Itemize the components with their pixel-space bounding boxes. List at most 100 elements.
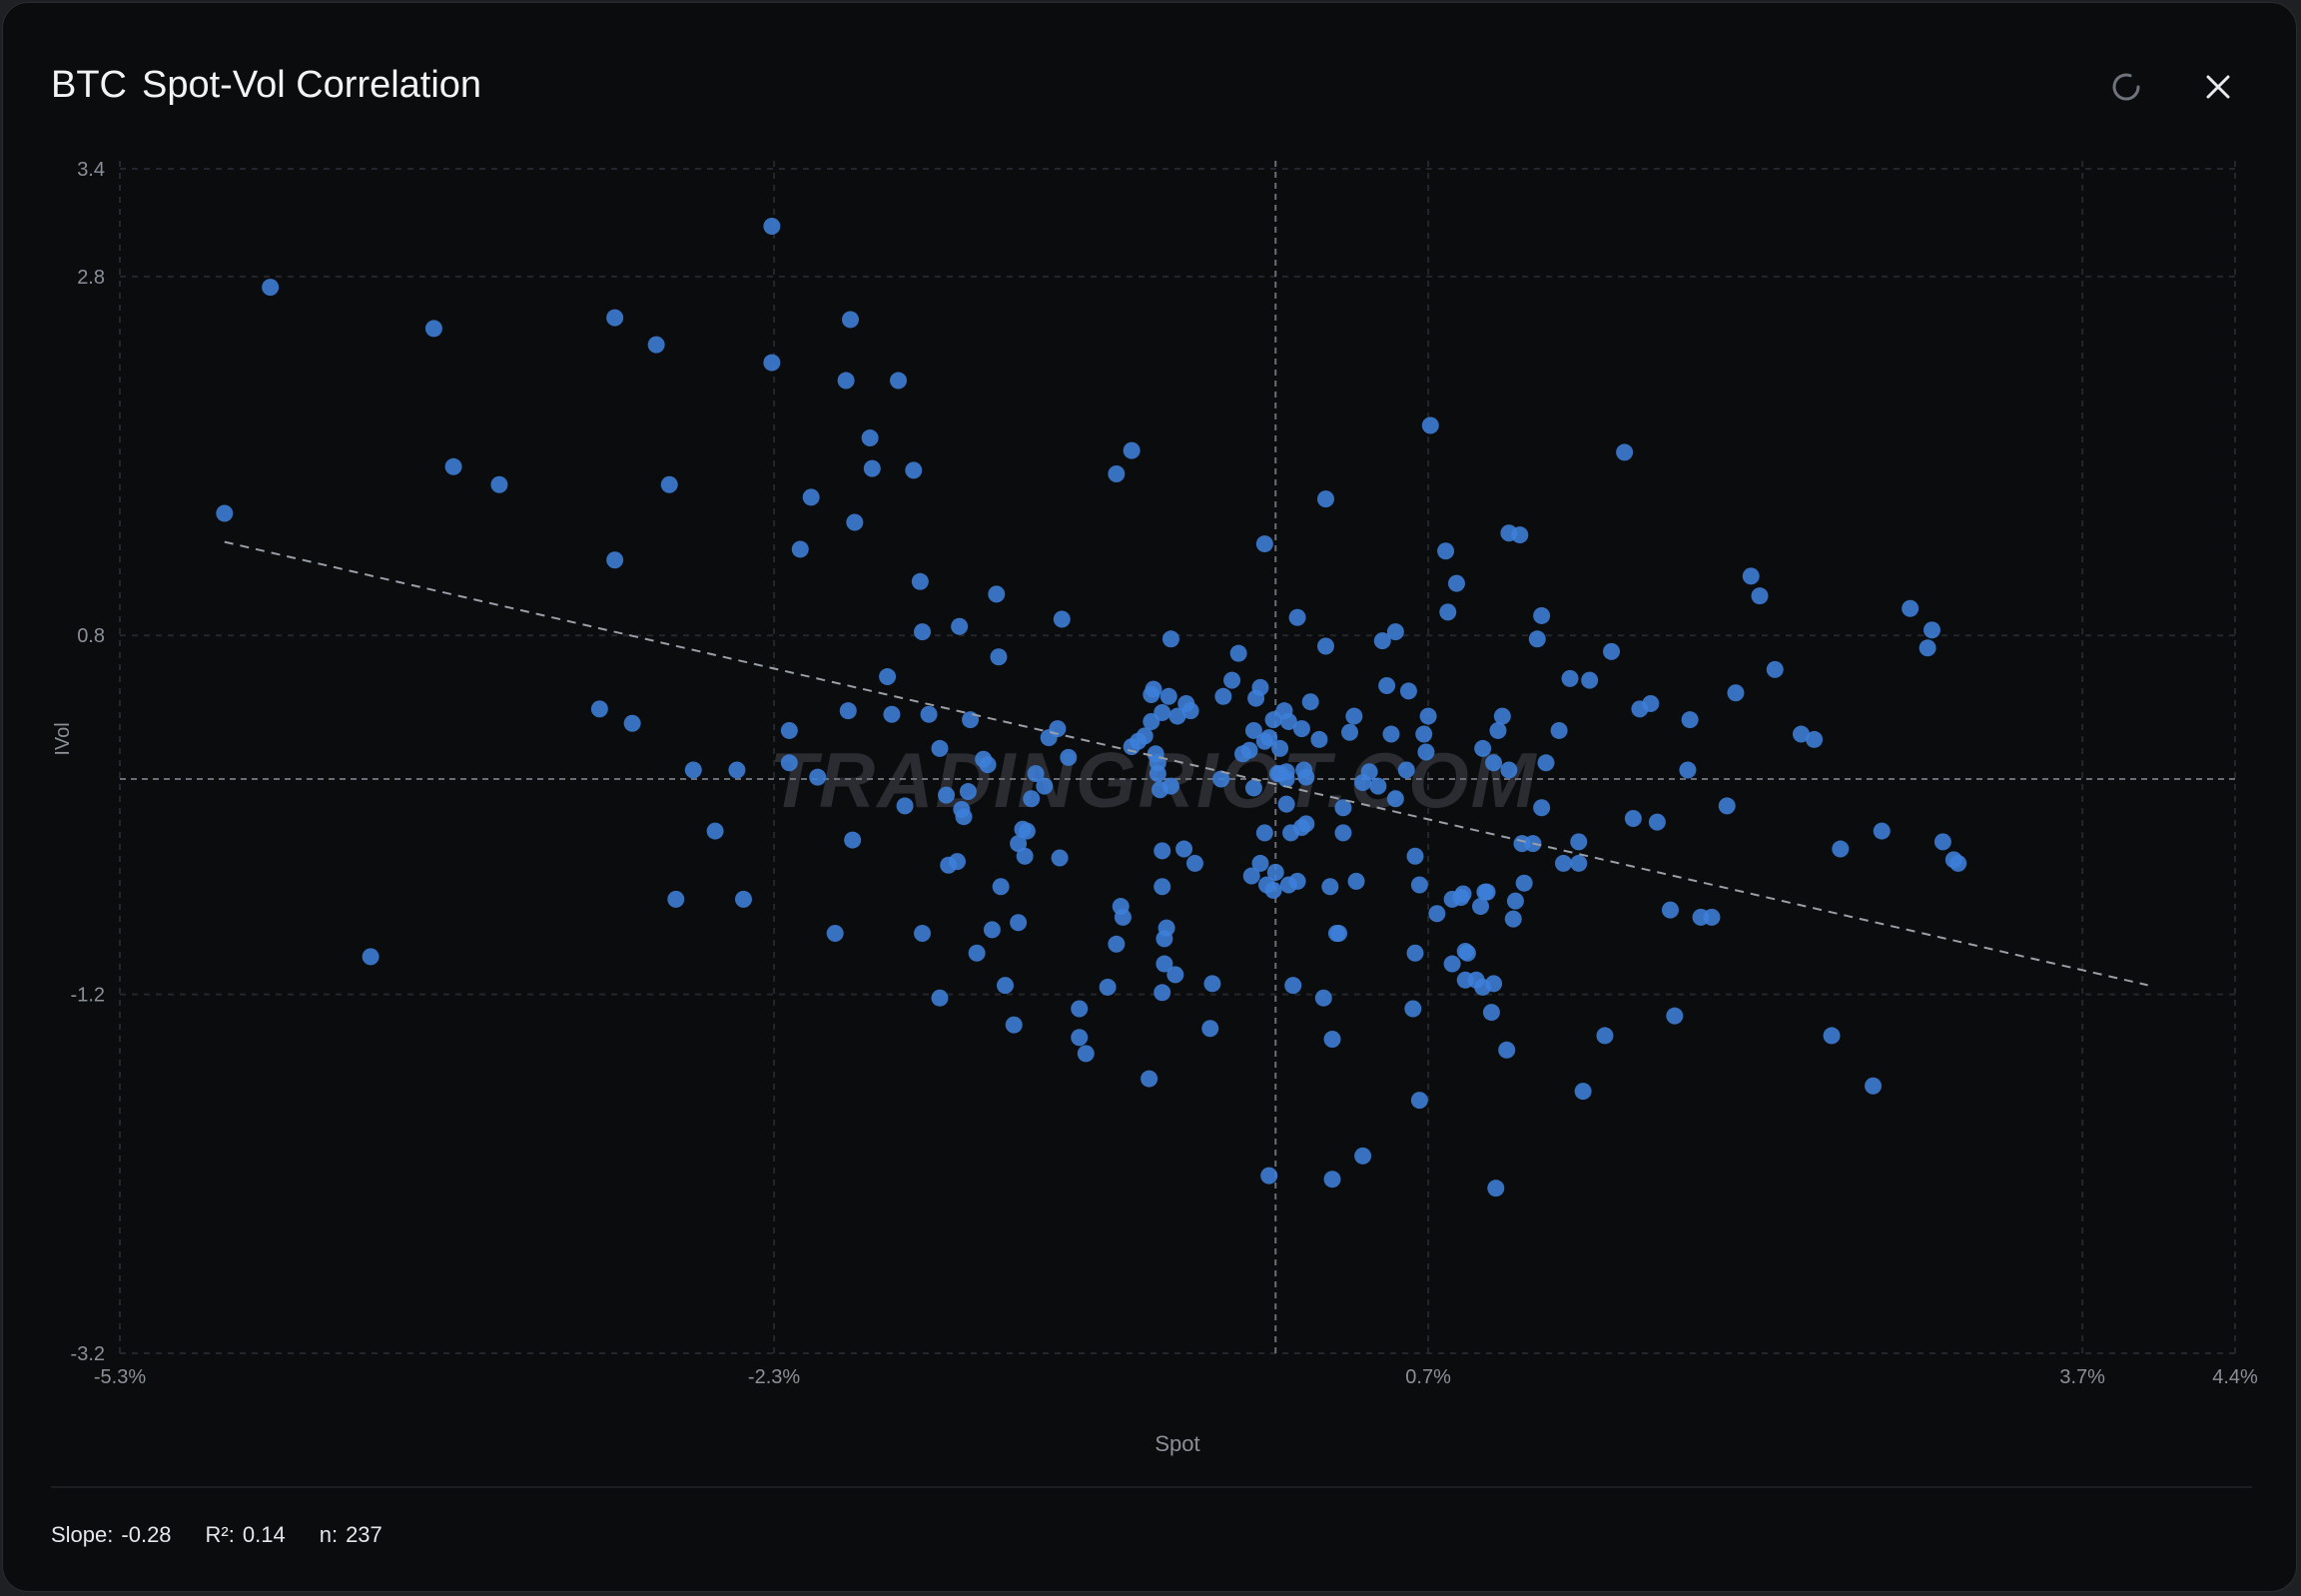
scatter-point[interactable] [424,320,442,338]
scatter-point[interactable] [1018,822,1036,840]
scatter-point[interactable] [684,761,702,779]
scatter-point[interactable] [1504,910,1522,928]
scatter-point[interactable] [1149,765,1166,783]
scatter-point[interactable] [780,754,798,772]
scatter-point[interactable] [1873,822,1891,840]
scatter-point[interactable] [911,572,929,590]
scatter-point[interactable] [1203,975,1221,993]
scatter-point[interactable] [1316,637,1334,655]
scatter-point[interactable] [1561,669,1579,687]
scatter-point[interactable] [844,831,862,849]
scatter-point[interactable] [1666,1007,1684,1025]
scatter-point[interactable] [1437,542,1455,560]
scatter-point[interactable] [1201,1020,1219,1038]
scatter-point[interactable] [1157,919,1175,937]
scatter-point[interactable] [1661,901,1679,919]
scatter-point[interactable] [262,279,280,297]
scatter-point[interactable] [1161,630,1179,648]
scatter-point[interactable] [1949,854,1967,872]
scatter-point[interactable] [1214,687,1232,705]
scatter-point[interactable] [1010,835,1028,853]
scatter-point[interactable] [992,878,1010,896]
scatter-point[interactable] [839,702,857,720]
scatter-point[interactable] [1421,416,1439,434]
scatter-point[interactable] [1410,1092,1428,1110]
scatter-point[interactable] [647,336,665,354]
scatter-point[interactable] [1902,599,1919,617]
scatter-point[interactable] [1229,644,1247,662]
scatter-point[interactable] [1865,1077,1883,1095]
scatter-point[interactable] [1533,799,1551,817]
scatter-point[interactable] [1153,984,1171,1002]
scatter-point[interactable] [1185,854,1203,872]
scatter-point[interactable] [1153,842,1171,860]
scatter-point[interactable] [1718,797,1736,815]
scatter-point[interactable] [1443,955,1461,973]
scatter-point[interactable] [1506,892,1524,910]
scatter-point[interactable] [1297,768,1315,786]
scatter-point[interactable] [1168,707,1186,725]
scatter-point[interactable] [1330,925,1348,943]
scatter-point[interactable] [1681,711,1699,729]
scatter-point[interactable] [1271,739,1289,757]
scatter-point[interactable] [1570,854,1588,872]
scatter-point[interactable] [1478,883,1496,901]
scatter-point[interactable] [1023,790,1041,808]
scatter-point[interactable] [931,739,949,757]
scatter-point[interactable] [1498,1041,1516,1059]
scatter-point[interactable] [1136,727,1153,745]
scatter-point[interactable] [1485,975,1503,993]
scatter-point[interactable] [362,948,380,966]
scatter-point[interactable] [1212,770,1230,788]
scatter-point[interactable] [1373,632,1391,650]
scatter-point[interactable] [1570,833,1588,851]
scatter-point[interactable] [1832,840,1850,858]
scatter-point[interactable] [1624,810,1642,828]
scatter-point[interactable] [1297,815,1315,833]
scatter-point[interactable] [444,457,462,475]
scatter-point[interactable] [1404,1000,1422,1018]
scatter-point[interactable] [1410,876,1428,894]
scatter-point[interactable] [914,623,932,641]
scatter-point[interactable] [780,721,798,739]
scatter-point[interactable] [1288,608,1306,626]
scatter-point[interactable] [846,513,864,531]
scatter-point[interactable] [1933,833,1951,851]
scatter-point[interactable] [968,944,986,962]
scatter-point[interactable] [1406,847,1424,865]
scatter-point[interactable] [1581,671,1599,689]
scatter-point[interactable] [997,977,1015,995]
scatter-point[interactable] [1277,795,1295,813]
scatter-point[interactable] [990,648,1008,666]
scatter-point[interactable] [959,783,977,801]
scatter-point[interactable] [1155,955,1173,973]
scatter-point[interactable] [979,756,997,774]
scatter-point[interactable] [1071,1000,1089,1018]
scatter-point[interactable] [623,714,641,732]
scatter-point[interactable] [1112,898,1130,916]
scatter-point[interactable] [920,705,938,723]
scatter-point[interactable] [1323,1031,1341,1049]
scatter-point[interactable] [861,429,879,447]
scatter-point[interactable] [1099,978,1117,996]
scatter-point[interactable] [1554,854,1572,872]
scatter-point[interactable] [1340,723,1358,741]
scatter-point[interactable] [606,309,624,327]
scatter-point[interactable] [1260,1167,1278,1185]
scatter-point[interactable] [1439,603,1457,621]
scatter-point[interactable] [1108,464,1126,482]
scatter-point[interactable] [1005,1016,1023,1034]
scatter-point[interactable] [1823,1027,1841,1045]
scatter-point[interactable] [590,700,608,718]
scatter-point[interactable] [1242,867,1260,885]
scatter-point[interactable] [1533,606,1551,624]
scatter-point[interactable] [1574,1083,1592,1101]
scatter-point[interactable] [1334,824,1352,842]
scatter-point[interactable] [1251,854,1269,872]
scatter-point[interactable] [1751,587,1769,605]
scatter-point[interactable] [1027,765,1045,783]
scatter-point[interactable] [1277,763,1295,781]
scatter-point[interactable] [1071,1029,1089,1047]
scatter-point[interactable] [1727,684,1745,702]
scatter-point[interactable] [1447,574,1465,592]
